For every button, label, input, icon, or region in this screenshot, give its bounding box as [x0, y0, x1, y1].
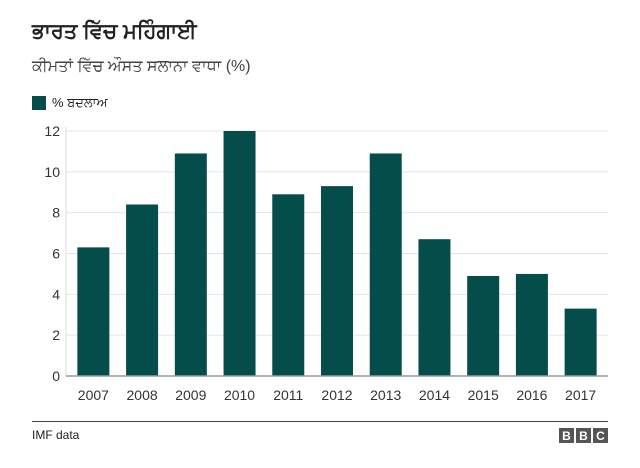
x-tick-label: 2011 — [273, 387, 303, 403]
chart-title: ਭਾਰਤ ਵਿੱਚ ਮਹਿੰਗਾਈ — [32, 20, 197, 43]
bar-2012 — [321, 186, 353, 376]
bar-2007 — [77, 247, 110, 376]
y-tick-label: 2 — [52, 327, 60, 343]
legend: % ਬਦਲਾਅ — [32, 95, 108, 111]
bar-2009 — [174, 153, 207, 376]
x-tick-label: 2008 — [127, 387, 158, 403]
y-tick-label: 10 — [44, 164, 60, 180]
logo-letter: B — [559, 428, 574, 443]
x-tick-label: 2013 — [370, 387, 401, 403]
legend-label: % ਬਦਲਾਅ — [52, 95, 108, 110]
x-tick-label: 2016 — [516, 387, 547, 403]
y-tick-label: 6 — [52, 246, 60, 262]
logo-letter: B — [576, 428, 591, 443]
y-tick-label: 12 — [44, 123, 60, 139]
bar-2014 — [418, 239, 451, 376]
source-note: IMF data — [32, 428, 80, 442]
x-tick-label: 2010 — [224, 387, 255, 403]
y-tick-label: 4 — [52, 286, 60, 302]
logo-letter: C — [593, 428, 608, 443]
bar-chart: 0 2 4 6 8 10 12 2007 2008 2009 2010 2011 2012 2013 201… — [44, 123, 608, 403]
bar-2010 — [223, 131, 256, 376]
x-tick-label: 2014 — [419, 387, 450, 403]
y-tick-label: 0 — [52, 368, 60, 384]
chart-subtitle: ਕੀਮਤਾਂ ਵਿੱਚ ਔਸਤ ਸਲਾਨਾ ਵਾਧਾ (%) — [32, 58, 251, 75]
bar-2015 — [467, 275, 500, 376]
bar-2016 — [515, 273, 548, 376]
x-tick-label: 2007 — [78, 387, 109, 403]
legend-swatch — [32, 96, 46, 110]
y-tick-label: 8 — [52, 205, 60, 221]
bar-2013 — [369, 153, 402, 376]
bar-2017 — [564, 308, 597, 376]
bar-2011 — [272, 194, 305, 376]
footer-divider — [32, 421, 608, 422]
bar-2008 — [126, 204, 159, 376]
x-tick-label: 2012 — [321, 387, 352, 403]
x-tick-label: 2009 — [175, 387, 206, 403]
x-tick-label: 2015 — [468, 387, 499, 403]
x-tick-label: 2017 — [565, 387, 596, 403]
